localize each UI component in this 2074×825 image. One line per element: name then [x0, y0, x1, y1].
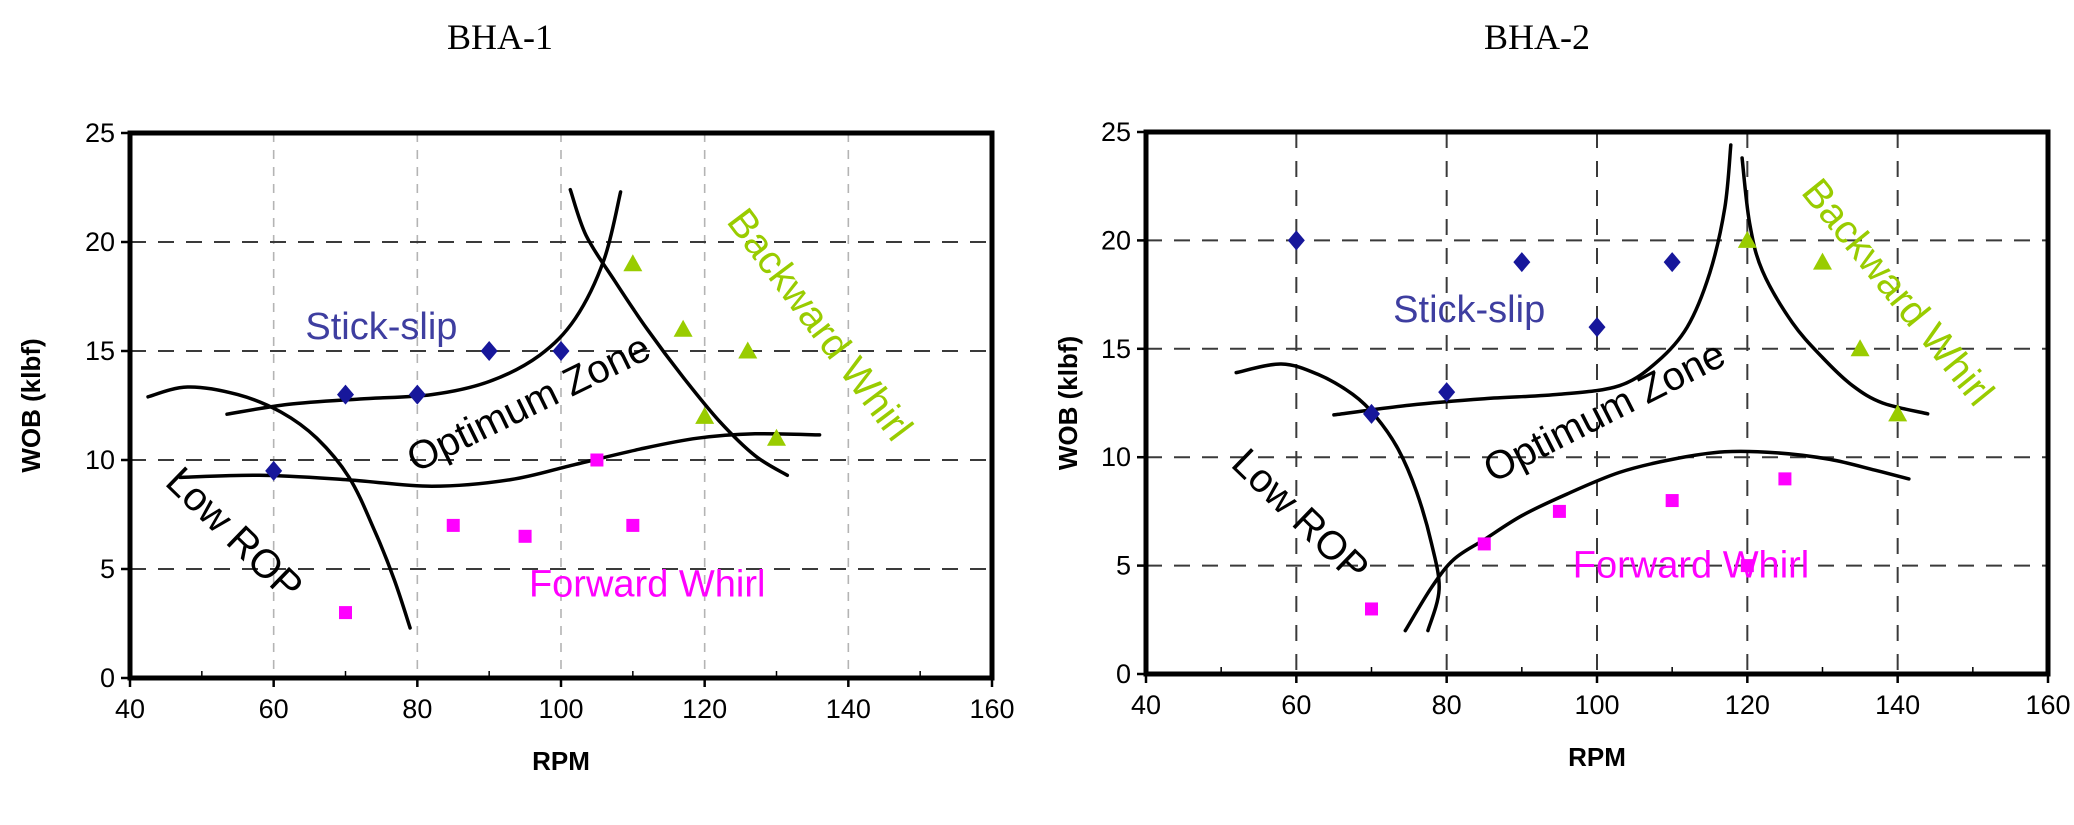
data-point-diamond [1438, 382, 1456, 403]
x-tick-label: 160 [969, 694, 1014, 724]
low-rop-boundary-curve [146, 385, 412, 630]
x-tick-label: 140 [826, 694, 871, 724]
y-tick-label: 5 [1116, 551, 1131, 581]
data-point-triangle [767, 428, 786, 446]
zone-label: Optimum Zone [400, 326, 657, 482]
data-point-diamond [1663, 252, 1681, 273]
zone-label: Stick-slip [1393, 289, 1545, 331]
y-tick-label: 25 [85, 118, 115, 148]
zone-label: Backward Whirl [718, 201, 920, 449]
zone-label: Low ROP [157, 459, 311, 610]
zone-label: Stick-slip [305, 306, 457, 348]
bha-2-chart: BHA-2 Stick-slip Optimum Zone Low ROP Forwa… [1037, 0, 2074, 825]
data-point-square [1365, 602, 1378, 616]
data-point-triangle [673, 319, 693, 337]
y-tick-label: 25 [1101, 117, 1131, 147]
optimum-lower-boundary-curve [178, 431, 822, 488]
x-tick-label: 140 [1875, 690, 1920, 720]
y-axis-title: WOB (klbf) [1053, 336, 1083, 470]
y-tick-label: 15 [1101, 334, 1131, 364]
data-point-diamond [265, 460, 283, 481]
x-tick-label: 40 [1131, 690, 1161, 720]
chart-title: BHA-2 [1484, 17, 1590, 57]
data-point-triangle [1737, 230, 1757, 248]
data-point-square [1665, 494, 1679, 508]
data-point-square [446, 518, 460, 532]
data-point-diamond [408, 384, 426, 405]
x-tick-label: 100 [1574, 690, 1619, 720]
data-point-triangle [623, 254, 643, 272]
y-tick-label: 5 [100, 554, 115, 584]
x-tick-label: 120 [1725, 690, 1770, 720]
backward-whirl-boundary-curve [1740, 156, 1930, 416]
y-tick-label: 20 [85, 227, 115, 257]
data-point-triangle [1850, 339, 1870, 357]
data-point-triangle [695, 406, 715, 424]
x-tick-label: 40 [115, 694, 145, 724]
data-point-square [518, 529, 532, 543]
optimum-upper-boundary-curve [1332, 143, 1733, 417]
data-point-square [1740, 559, 1754, 573]
zone-label: Forward Whirl [529, 563, 765, 605]
data-point-diamond [337, 384, 354, 405]
low-rop-boundary-curve [1234, 362, 1441, 633]
x-tick-label: 60 [259, 694, 289, 724]
x-axis-title: RPM [1568, 742, 1626, 772]
data-point-diamond [1363, 403, 1380, 424]
zone-label: Low ROP [1223, 440, 1377, 591]
y-tick-label: 0 [1116, 659, 1131, 689]
data-point-square [590, 453, 604, 467]
y-tick-label: 10 [1101, 442, 1131, 472]
y-tick-label: 15 [85, 336, 115, 366]
y-axis-title: WOB (klbf) [16, 338, 46, 472]
y-tick-label: 20 [1101, 225, 1131, 255]
data-point-square [1778, 472, 1792, 486]
x-tick-label: 80 [402, 694, 432, 724]
data-point-triangle [1888, 404, 1908, 422]
data-point-square [339, 606, 352, 620]
optimum-lower-boundary-curve [1403, 449, 1911, 633]
data-point-diamond [480, 341, 498, 361]
data-point-diamond [552, 341, 570, 361]
x-tick-label: 120 [682, 694, 727, 724]
bha-1-chart: BHA-1 Stick-slip Optimum Zone Low ROP Forwa… [16, 17, 1015, 776]
optimum-upper-boundary-curve [225, 190, 623, 416]
y-tick-label: 10 [85, 445, 115, 475]
x-tick-label: 100 [538, 694, 583, 724]
data-point-square [626, 518, 640, 532]
data-point-diamond [1287, 230, 1305, 251]
x-axis-title: RPM [532, 746, 590, 776]
data-point-triangle [738, 341, 758, 359]
y-tick-label: 0 [100, 663, 115, 693]
data-point-square [1552, 504, 1566, 518]
x-tick-label: 60 [1281, 690, 1311, 720]
chart-title: BHA-1 [447, 17, 553, 57]
data-point-diamond [1513, 252, 1531, 273]
data-point-square [1477, 537, 1491, 551]
x-tick-label: 80 [1432, 690, 1462, 720]
zone-label: Forward Whirl [1573, 545, 1809, 587]
zone-label: Optimum Zone [1477, 332, 1733, 491]
data-point-triangle [1813, 252, 1832, 270]
data-point-diamond [1588, 317, 1606, 338]
backward-whirl-boundary-curve [568, 187, 790, 478]
x-tick-label: 160 [2025, 690, 2070, 720]
